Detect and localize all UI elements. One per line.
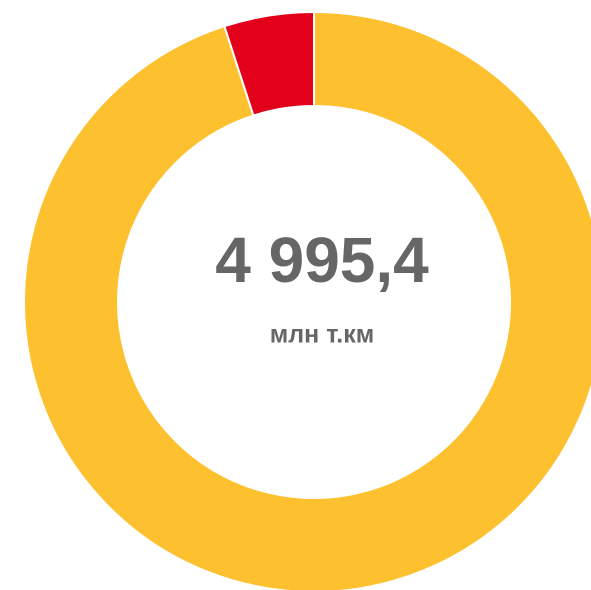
donut-slice — [223, 10, 315, 117]
center-unit: млн т.км — [270, 321, 374, 349]
center-value: 4 995,4 — [215, 224, 429, 296]
donut-slice — [23, 10, 591, 590]
